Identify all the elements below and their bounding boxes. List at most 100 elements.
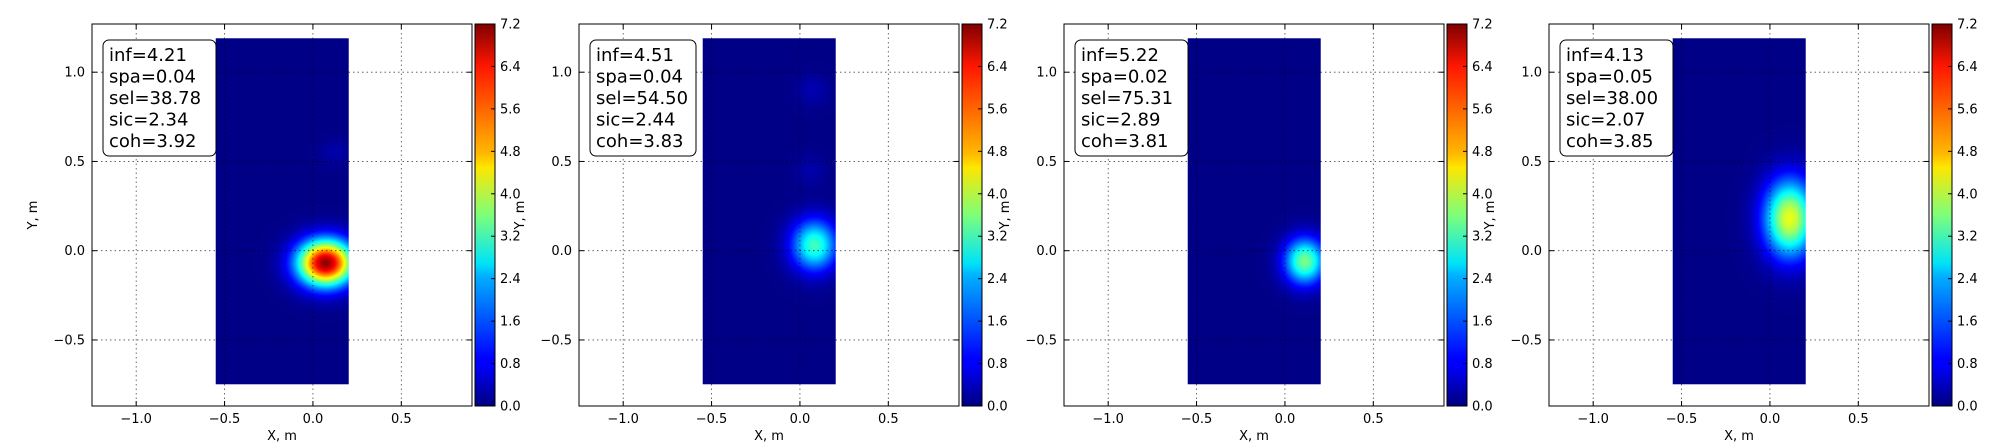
x-tick-label: −0.5 xyxy=(1181,412,1213,427)
colorbar-tick-label: 0.8 xyxy=(500,357,521,372)
y-tick-label: 1.0 xyxy=(64,66,85,81)
colorbar-tick-label: 2.4 xyxy=(1472,272,1493,287)
y-tick-label: 0.0 xyxy=(1521,244,1542,259)
chart-panel-1: −1.0 −0.5 0.0 0.5 −0.5 0.0 0.5 1.0 X, m Y, m inf=4… xyxy=(26,18,521,444)
heatmap-image xyxy=(1672,38,1806,385)
y-axis-label: Y, m xyxy=(998,201,1013,231)
annotation-line: sel=38.78 xyxy=(109,88,201,109)
annotation-line: sic=2.89 xyxy=(1081,110,1160,131)
colorbar-tick-label: 7.2 xyxy=(987,18,1008,33)
colorbar-tick-label: 2.4 xyxy=(1957,272,1978,287)
colorbar-tick-label: 0.8 xyxy=(1472,357,1493,372)
colorbar-tick-label: 6.4 xyxy=(1957,60,1978,75)
colorbar xyxy=(962,24,982,406)
annotation-box xyxy=(589,39,697,157)
annotation-line: spa=0.04 xyxy=(109,67,196,88)
plot-frame xyxy=(91,23,473,407)
x-tick-label: 0.0 xyxy=(790,412,811,427)
colorbar-tick-label: 6.4 xyxy=(987,60,1008,75)
colorbar-tick-label: 0.0 xyxy=(1472,400,1493,415)
annotation-box xyxy=(1074,39,1189,157)
colorbar-tick-label: 3.2 xyxy=(987,230,1008,245)
y-axis-label: Y, m xyxy=(513,201,528,231)
y-tick-label: −0.5 xyxy=(53,333,85,348)
colorbar-tick-label: 4.8 xyxy=(1957,145,1978,160)
annotation-line: sel=75.31 xyxy=(1081,88,1173,109)
colorbar-tick-label: 4.8 xyxy=(500,145,521,160)
annotation-line: sic=2.44 xyxy=(596,110,675,131)
colorbar-frame xyxy=(961,23,983,407)
colorbar-tick-label: 1.6 xyxy=(987,315,1008,330)
x-tick-label: 0.0 xyxy=(1275,412,1296,427)
x-tick-label: 0.5 xyxy=(1848,412,1869,427)
heatmap-image xyxy=(215,38,349,385)
annotation-line: spa=0.04 xyxy=(596,67,683,88)
y-tick-label: 1.0 xyxy=(1036,66,1057,81)
colorbar-tick-label: 4.0 xyxy=(1472,187,1493,202)
annotation-line: sel=54.50 xyxy=(596,88,688,109)
y-tick-label: 0.5 xyxy=(1521,155,1542,170)
y-tick-label: −0.5 xyxy=(540,333,572,348)
colorbar-tick-label: 4.8 xyxy=(1472,145,1493,160)
y-tick-label: 0.0 xyxy=(1036,244,1057,259)
x-tick-label: −1.0 xyxy=(607,412,639,427)
colorbar-tick-label: 1.6 xyxy=(1472,315,1493,330)
y-tick-label: 0.5 xyxy=(64,155,85,170)
x-tick-label: −1.0 xyxy=(1092,412,1124,427)
annotation-line: spa=0.02 xyxy=(1081,67,1168,88)
annotation-box xyxy=(1559,39,1674,157)
annotation-line: coh=3.85 xyxy=(1566,131,1653,152)
annotation-line: inf=4.51 xyxy=(596,45,674,66)
x-tick-label: −1.0 xyxy=(1577,412,1609,427)
chart-panel-2: −1.0 −0.5 0.0 0.5 −0.5 0.0 0.5 1.0 X, m Y, m inf=4… xyxy=(513,18,1008,444)
colorbar-tick-label: 0.0 xyxy=(500,400,521,415)
colorbar-tick-label: 0.0 xyxy=(1957,400,1978,415)
y-tick-label: 0.5 xyxy=(551,155,572,170)
colorbar-frame xyxy=(1446,23,1468,407)
colorbar-frame xyxy=(1931,23,1953,407)
y-tick-label: −0.5 xyxy=(1025,333,1057,348)
colorbar-tick-label: 5.6 xyxy=(500,102,521,117)
colorbar-tick-label: 6.4 xyxy=(1472,60,1493,75)
colorbar-tick-label: 7.2 xyxy=(1957,18,1978,33)
annotation-line: coh=3.81 xyxy=(1081,131,1168,152)
colorbar-tick-label: 2.4 xyxy=(500,272,521,287)
x-tick-label: −1.0 xyxy=(120,412,152,427)
colorbar-tick-label: 5.6 xyxy=(1957,102,1978,117)
chart-panel-4: −1.0 −0.5 0.0 0.5 −0.5 0.0 0.5 1.0 X, m Y, m inf=4… xyxy=(1483,18,1978,444)
heatmap-image xyxy=(1187,38,1321,385)
heatmap-image xyxy=(702,38,836,385)
annotation-line: spa=0.05 xyxy=(1566,67,1653,88)
colorbar-tick-label: 7.2 xyxy=(1472,18,1493,33)
x-tick-label: −0.5 xyxy=(696,412,728,427)
colorbar-tick-label: 1.6 xyxy=(1957,315,1978,330)
plot-frame xyxy=(578,23,960,407)
colorbar-tick-label: 2.4 xyxy=(987,272,1008,287)
x-tick-label: −0.5 xyxy=(209,412,241,427)
annotation-line: coh=3.92 xyxy=(109,131,196,152)
x-axis-label: X, m xyxy=(1239,429,1269,444)
colorbar-tick-label: 3.2 xyxy=(500,230,521,245)
y-axis-label: Y, m xyxy=(26,201,41,231)
annotation-line: coh=3.83 xyxy=(596,131,683,152)
plot-frame xyxy=(1063,23,1445,407)
colorbar-tick-label: 3.2 xyxy=(1472,230,1493,245)
x-tick-label: 0.5 xyxy=(878,412,899,427)
colorbar-tick-label: 7.2 xyxy=(500,18,521,33)
y-axis-label: Y, m xyxy=(1483,201,1498,231)
colorbar xyxy=(475,24,495,406)
colorbar-tick-label: 0.8 xyxy=(987,357,1008,372)
plot-frame xyxy=(1548,23,1930,407)
y-tick-label: 1.0 xyxy=(1521,66,1542,81)
colorbar-tick-label: 6.4 xyxy=(500,60,521,75)
chart-panel-3: −1.0 −0.5 0.0 0.5 −0.5 0.0 0.5 1.0 X, m Y, m inf=5… xyxy=(998,18,1493,444)
colorbar-frame xyxy=(474,23,496,407)
y-tick-label: 1.0 xyxy=(551,66,572,81)
x-tick-label: 0.5 xyxy=(1363,412,1384,427)
annotation-line: sel=38.00 xyxy=(1566,88,1658,109)
y-tick-label: −0.5 xyxy=(1510,333,1542,348)
colorbar xyxy=(1932,24,1952,406)
annotation-line: inf=5.22 xyxy=(1081,45,1159,66)
x-tick-label: 0.0 xyxy=(303,412,324,427)
x-tick-label: −0.5 xyxy=(1666,412,1698,427)
